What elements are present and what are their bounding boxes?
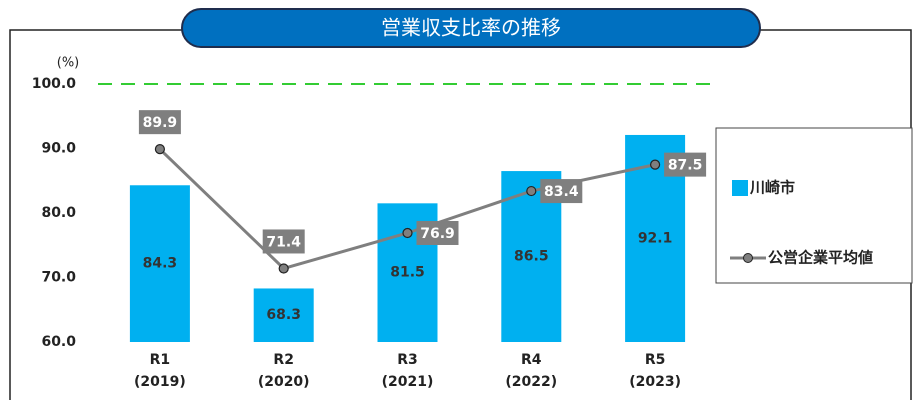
bar-label: 86.5: [514, 249, 549, 265]
line-label: 83.4: [544, 184, 579, 200]
line-label: 89.9: [143, 115, 178, 131]
x-tick-label: R4 (2022): [505, 352, 557, 390]
y-tick-label: 80.0: [41, 205, 76, 221]
line-label-box: [262, 229, 305, 254]
bar-label: 92.1: [638, 230, 673, 246]
legend-marker: [743, 253, 753, 263]
line-label: 76.9: [420, 226, 455, 242]
x-tick-line: R2: [273, 352, 294, 368]
x-tick-label: R5 (2023): [629, 352, 681, 390]
x-tick-line: R4: [521, 352, 542, 368]
y-tick-label: 100.0: [32, 76, 77, 92]
line-marker: [649, 159, 661, 170]
line-label: 87.5: [668, 158, 703, 174]
x-tick-line: (2021): [382, 374, 434, 390]
legend-label: 公営企業平均値: [768, 249, 873, 267]
y-tick-label: 70.0: [41, 270, 76, 286]
line-label-box: [138, 110, 181, 135]
x-tick-line: R1: [150, 352, 171, 368]
bar: [129, 185, 190, 342]
y-tick-label: 90.0: [41, 141, 76, 157]
x-tick-line: (2020): [258, 374, 310, 390]
bar-label: 84.3: [143, 256, 178, 272]
chart-title: 営業収支比率の推移: [381, 16, 561, 40]
y-unit: (%): [57, 56, 80, 71]
bar: [253, 288, 314, 342]
x-tick-label: R1 (2019): [134, 352, 186, 390]
line-label-box: [540, 179, 583, 204]
x-tick-line: R5: [645, 352, 666, 368]
line-label: 71.4: [266, 234, 301, 250]
bar-label: 81.5: [390, 265, 425, 281]
y-tick-label: 60.0: [41, 334, 76, 350]
x-tick-line: (2022): [505, 374, 557, 390]
x-tick-label: R3 (2021): [382, 352, 434, 390]
line-marker: [278, 263, 289, 274]
x-tick-line: R3: [397, 352, 418, 368]
line-label-box: [664, 152, 707, 177]
x-tick-line: (2019): [134, 374, 186, 390]
line-marker: [154, 144, 165, 155]
legend-label: 川崎市: [749, 179, 795, 197]
line-label-box: [416, 220, 459, 245]
line-marker: [402, 227, 413, 239]
title-pill: [181, 8, 761, 48]
bar-label: 68.3: [266, 307, 301, 323]
legend-swatch: [732, 180, 748, 196]
x-tick-label: R2 (2020): [258, 352, 310, 390]
line-marker: [526, 185, 537, 197]
x-tick-line: (2023): [629, 374, 681, 390]
